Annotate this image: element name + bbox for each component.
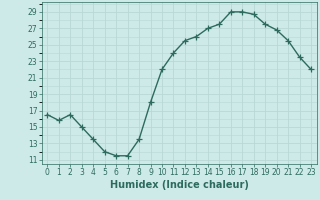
X-axis label: Humidex (Indice chaleur): Humidex (Indice chaleur) (110, 180, 249, 190)
